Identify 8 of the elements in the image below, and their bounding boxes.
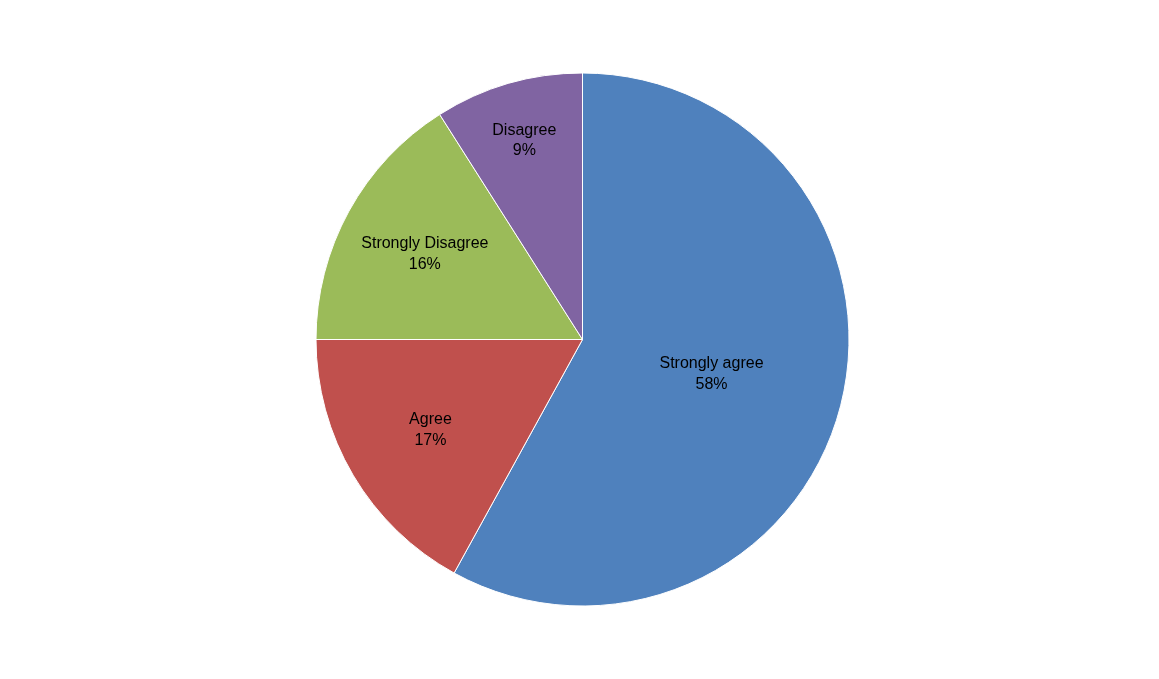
slice-label: Agree: [409, 410, 452, 428]
slice-label: Strongly Disagree: [361, 233, 489, 251]
data-label: 17%: [414, 431, 447, 449]
data-label: 58%: [695, 374, 728, 392]
data-label: 16%: [408, 254, 441, 272]
slice-label: Disagree: [492, 120, 557, 138]
data-label: 9%: [512, 141, 536, 159]
slice-label: Strongly agree: [659, 353, 764, 371]
